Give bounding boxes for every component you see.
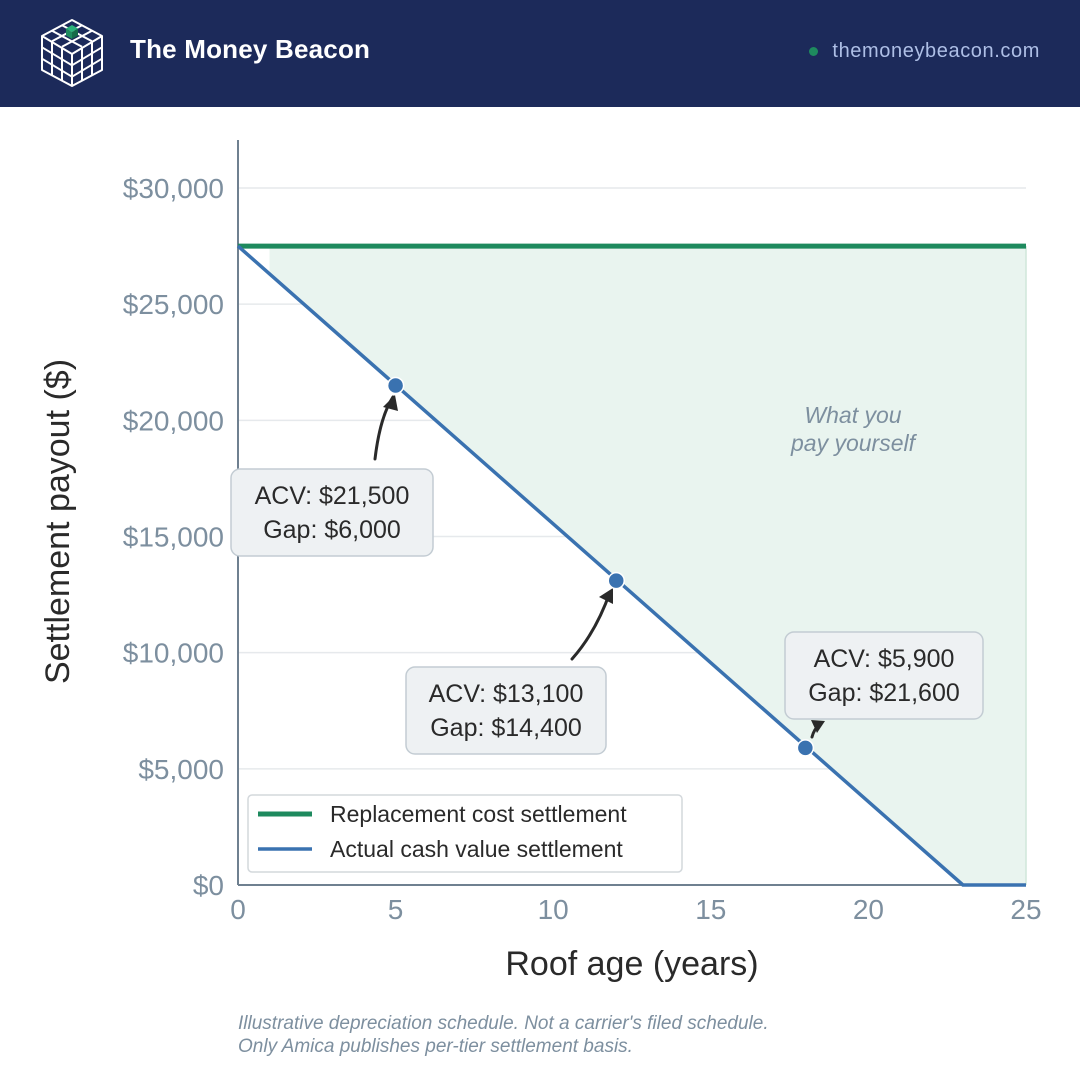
y-tick-label-2: $10,000 [123, 638, 224, 669]
x-tick-label-3: 15 [695, 894, 726, 925]
data-point-2 [796, 739, 815, 757]
x-tick-label-1: 5 [388, 894, 404, 925]
callout-arrow-1 [570, 590, 612, 661]
callout-gap-0: Gap: $6,000 [263, 516, 401, 544]
legend-label-replacement-cost: Replacement cost settlement [330, 801, 627, 827]
legend-box [247, 794, 683, 873]
callout-box-1 [405, 666, 607, 755]
callout-arrowhead-2 [811, 720, 825, 733]
settlement-chart: What you pay yourself $0 $5,000 $10,000 $15… [39, 140, 1042, 983]
callout-1: ACV: $13,100 Gap: $14,400 [405, 590, 612, 755]
isometric-cube-grid-icon [41, 19, 103, 87]
header-bar: The Money Beacon themoneybeacon.com [0, 0, 1080, 107]
callout-2: ACV: $5,900 Gap: $21,600 [784, 631, 984, 739]
brand-name: The Money Beacon [130, 34, 371, 64]
footnote: Illustrative depreciation schedule. Not … [238, 1012, 769, 1058]
series-line-actual-cash-value [236, 244, 1026, 887]
shaded-gap-area [269, 246, 1026, 886]
x-tick-label-0: 0 [230, 894, 246, 925]
tick-labels: $0 $5,000 $10,000 $15,000 $20,000 $25,000 $30,… [123, 173, 1042, 925]
callout-acv-1: ACV: $13,100 [429, 680, 584, 708]
footnote-line1: Illustrative depreciation schedule. Not … [238, 1013, 769, 1034]
callouts: ACV: $21,500 Gap: $6,000 ACV: $13,100 Gap: … [230, 395, 984, 755]
y-tick-label-5: $25,000 [123, 289, 224, 320]
footnote-line2: Only Amica publishes per-tier settlement… [238, 1036, 633, 1057]
x-tick-label-5: 25 [1010, 894, 1041, 925]
callout-0: ACV: $21,500 Gap: $6,000 [230, 395, 434, 557]
site-url-text: themoneybeacon.com [832, 40, 1040, 62]
area-label-line2: pay yourself [790, 430, 918, 456]
legend-label-actual-cash-value: Actual cash value settlement [330, 836, 623, 862]
callout-arrowhead-1 [599, 588, 613, 604]
y-tick-label-4: $20,000 [123, 405, 224, 436]
y-tick-label-1: $5,000 [138, 754, 224, 785]
y-axis-title: Settlement payout ($) [39, 359, 77, 684]
callout-gap-2: Gap: $21,600 [808, 679, 960, 707]
callout-box-2 [784, 631, 984, 720]
x-tick-label-2: 10 [538, 894, 569, 925]
callout-gap-1: Gap: $14,400 [430, 714, 582, 742]
data-point-0 [386, 376, 405, 395]
y-tick-label-3: $15,000 [123, 522, 224, 553]
status-dot-icon [809, 47, 819, 56]
y-tick-label-6: $30,000 [123, 173, 224, 204]
y-tick-label-0: $0 [193, 870, 224, 901]
x-tick-label-4: 20 [853, 894, 884, 925]
callout-box-0 [230, 468, 434, 557]
x-axis-title: Roof age (years) [505, 945, 758, 983]
callout-arrowhead-0 [383, 395, 398, 411]
area-label-line1: What you [804, 402, 901, 428]
data-points [386, 376, 815, 757]
callout-acv-0: ACV: $21,500 [255, 482, 410, 510]
data-point-1 [607, 571, 625, 590]
chart-legend: Replacement cost settlement Actual cash … [247, 794, 683, 873]
site-url[interactable]: themoneybeacon.com [809, 40, 1040, 63]
callout-acv-2: ACV: $5,900 [814, 645, 955, 673]
